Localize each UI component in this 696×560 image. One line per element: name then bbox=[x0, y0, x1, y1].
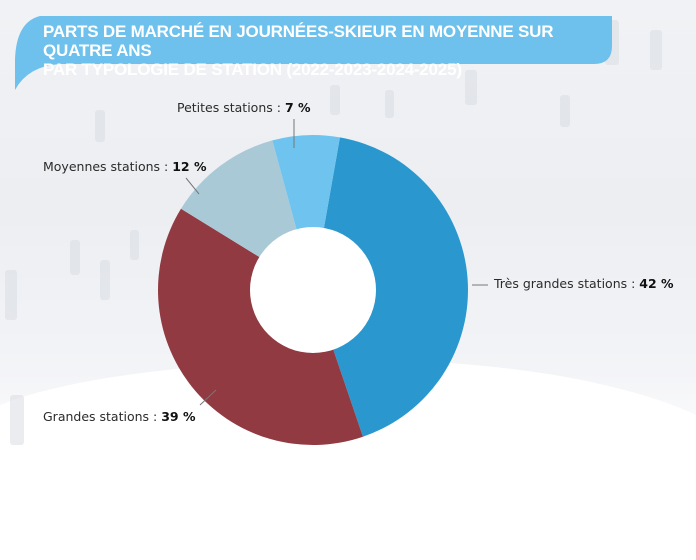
donut-chart bbox=[158, 119, 488, 445]
label-value: 39 % bbox=[161, 409, 196, 424]
background-skier bbox=[385, 90, 394, 118]
background-skier bbox=[100, 260, 110, 300]
background-skier bbox=[130, 230, 139, 260]
label-petites-stations: Petites stations : 7 % bbox=[177, 100, 311, 115]
label-name: Petites stations : bbox=[177, 100, 285, 115]
label-name: Grandes stations : bbox=[43, 409, 162, 424]
donut-slice-petites-stations bbox=[272, 134, 340, 290]
donut-slice-grandes-stations bbox=[158, 208, 363, 445]
chart-title: PARTS DE MARCHÉ EN JOURNÉES-SKIEUR EN MO… bbox=[43, 22, 623, 79]
label-name: Moyennes stations : bbox=[43, 159, 173, 174]
label-value: 12 % bbox=[172, 159, 207, 174]
donut-slices bbox=[158, 134, 468, 445]
background-skier bbox=[95, 110, 105, 142]
label-grandes-stations: Grandes stations : 39 % bbox=[43, 409, 196, 424]
background-skier bbox=[5, 270, 17, 320]
leader-line-grandes bbox=[199, 389, 217, 406]
background-skier bbox=[465, 70, 477, 105]
label-name: Très grandes stations : bbox=[494, 276, 640, 291]
background-skier bbox=[70, 240, 80, 275]
background-skier bbox=[560, 95, 570, 127]
label-tres-grandes-stations: Très grandes stations : 42 % bbox=[494, 276, 674, 291]
background-skier bbox=[650, 30, 662, 70]
label-moyennes-stations: Moyennes stations : 12 % bbox=[43, 159, 207, 174]
background-skier bbox=[10, 395, 24, 445]
label-value: 7 % bbox=[284, 100, 311, 115]
banner-shape bbox=[15, 16, 612, 90]
chart-title-line-2: PAR TYPOLOGIE DE STATION (2022-2023-2024… bbox=[43, 60, 462, 79]
label-value: 42 % bbox=[639, 276, 674, 291]
background-skier bbox=[330, 85, 340, 115]
title-banner bbox=[15, 16, 612, 90]
donut-hole bbox=[250, 227, 376, 353]
leader-lines bbox=[185, 119, 488, 406]
leader-line-moyennes bbox=[185, 177, 200, 195]
chart-title-line-1: PARTS DE MARCHÉ EN JOURNÉES-SKIEUR EN MO… bbox=[43, 22, 554, 60]
donut-slice-très-grandes-stations bbox=[313, 137, 468, 437]
